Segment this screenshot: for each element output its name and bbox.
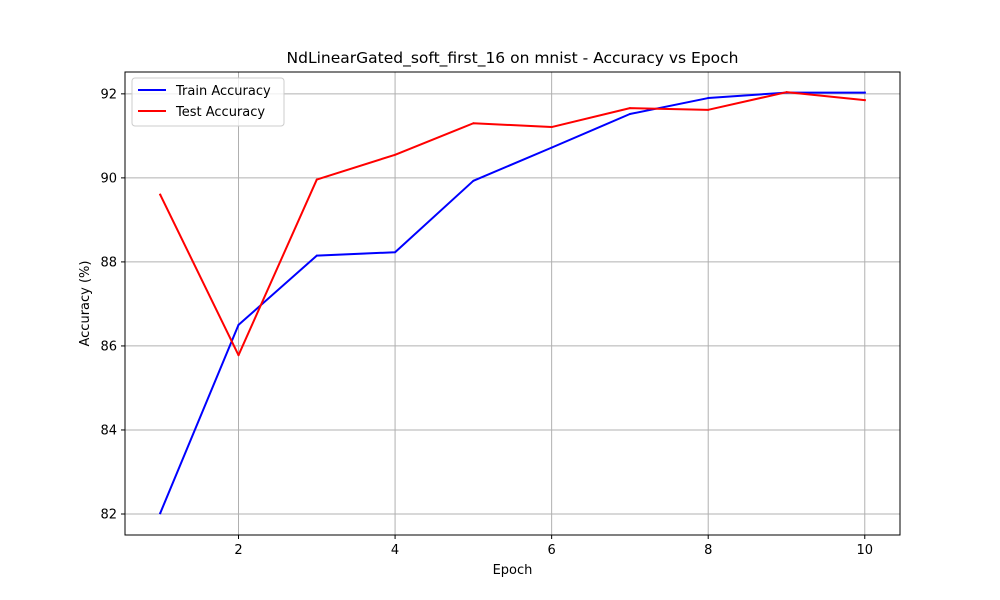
y-tick-label: 90 (100, 171, 117, 186)
x-tick-label: 6 (548, 543, 556, 558)
y-tick-label: 84 (100, 423, 117, 438)
data-point (550, 146, 553, 149)
y-tick-label: 88 (100, 255, 117, 270)
legend: Train Accuracy Test Accuracy (131, 77, 285, 127)
data-point (628, 107, 631, 110)
data-point (628, 113, 631, 116)
y-tick-label: 92 (100, 87, 117, 102)
axis-ticks: 2 4 6 8 10 82 84 86 88 90 92 (100, 87, 873, 558)
data-point (785, 91, 788, 94)
data-point (863, 91, 866, 94)
series-line-test-accuracy (158, 91, 866, 357)
data-point (550, 126, 553, 129)
data-point (394, 251, 397, 254)
x-tick-label: 4 (391, 543, 399, 558)
data-point (159, 512, 162, 515)
data-point (707, 97, 710, 100)
y-tick-label: 86 (100, 339, 117, 354)
legend-label-train: Train Accuracy (175, 84, 271, 99)
data-point (472, 179, 475, 182)
data-point (237, 354, 240, 357)
data-point (472, 122, 475, 125)
data-point (159, 193, 162, 196)
data-point (237, 323, 240, 326)
legend-label-test: Test Accuracy (175, 105, 265, 120)
y-tick-label: 82 (100, 507, 117, 522)
series-line-train-accuracy (158, 91, 866, 515)
data-series (158, 91, 866, 515)
data-point (707, 108, 710, 111)
x-axis-label: Epoch (493, 563, 533, 578)
plot-area-frame (124, 71, 901, 536)
data-point (315, 178, 318, 181)
x-tick-label: 8 (704, 543, 712, 558)
x-tick-label: 2 (234, 543, 242, 558)
data-point (863, 99, 866, 102)
x-tick-label: 10 (856, 543, 873, 558)
data-point (394, 153, 397, 156)
y-axis-label: Accuracy (%) (78, 261, 93, 347)
legend-box (131, 77, 285, 127)
data-point (315, 254, 318, 257)
chart-title: NdLinearGated_soft_first_16 on mnist - A… (287, 49, 739, 68)
